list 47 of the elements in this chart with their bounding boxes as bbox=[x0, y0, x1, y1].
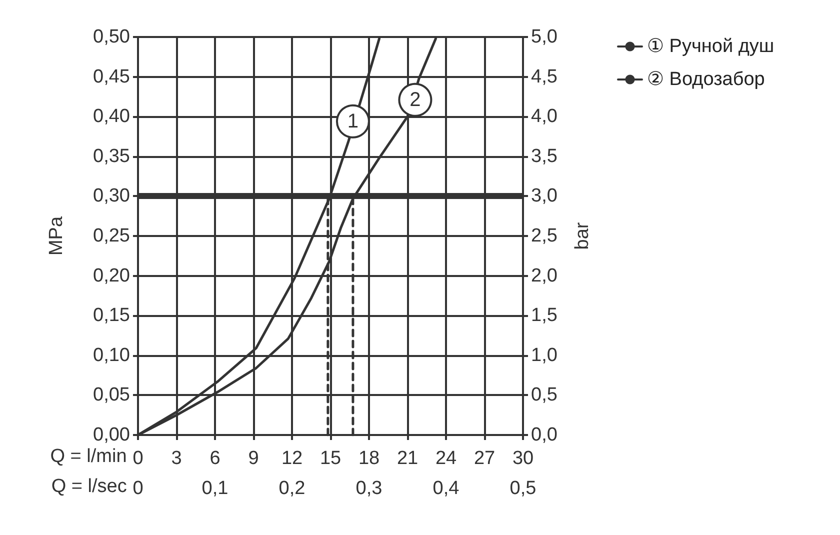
x-axis-title: Q = l/min bbox=[50, 446, 127, 467]
x2-tick-label: 0,3 bbox=[356, 478, 382, 499]
y2-tick-label: 1,5 bbox=[531, 305, 558, 326]
x2-tick-label: 0 bbox=[132, 478, 144, 499]
x2-tick-label: 0,5 bbox=[510, 478, 536, 499]
y-tick-label: 0,40 bbox=[93, 106, 130, 128]
x2-axis-title: Q = l/sec bbox=[51, 476, 127, 497]
y-tick-label: 0,05 bbox=[93, 384, 130, 406]
y2-tick-label: 3,5 bbox=[531, 146, 558, 167]
y-tick-label: 0,00 bbox=[93, 424, 130, 446]
x-tick-label: 6 bbox=[210, 448, 220, 469]
y-tick-label: 0,35 bbox=[93, 146, 130, 167]
x-tick-label: 9 bbox=[248, 448, 259, 469]
y2-tick-label: 0,5 bbox=[531, 384, 558, 406]
y2-tick-label: 4,5 bbox=[531, 66, 558, 88]
y2-tick-label: 5,0 bbox=[531, 26, 558, 48]
y-tick-label: 0,10 bbox=[93, 344, 130, 366]
y-axis-title: MPa bbox=[46, 216, 67, 256]
x-tick-label: 24 bbox=[435, 448, 457, 469]
x-tick-label: 18 bbox=[358, 448, 380, 469]
x-tick-label: 3 bbox=[171, 448, 182, 469]
y-tick-label: 0,15 bbox=[93, 305, 130, 326]
y-tick-label: 0,50 bbox=[93, 26, 130, 48]
x-tick-label: 15 bbox=[320, 448, 342, 469]
x-tick-label: 30 bbox=[512, 448, 534, 469]
y-tick-label: 0,30 bbox=[93, 186, 130, 207]
x-tick-label: 21 bbox=[396, 448, 418, 469]
legend-label: ② Водозабор bbox=[647, 69, 765, 90]
x-tick-label: 0 bbox=[132, 448, 144, 469]
y-tick-label: 0,25 bbox=[93, 226, 130, 246]
x-tick-label: 12 bbox=[281, 448, 303, 469]
y2-tick-label: 4,0 bbox=[531, 106, 558, 128]
x2-tick-label: 0,4 bbox=[432, 478, 460, 499]
y-tick-label: 0,45 bbox=[93, 66, 130, 88]
x-tick-label: 27 bbox=[474, 448, 496, 469]
legend-label: ① Ручной душ bbox=[647, 36, 774, 57]
y2-tick-label: 2,0 bbox=[531, 265, 558, 286]
x2-tick-label: 0,2 bbox=[278, 478, 306, 499]
annotation: 2 bbox=[410, 88, 421, 111]
y2-tick-label: 1,0 bbox=[531, 344, 558, 366]
x2-tick-label: 0,1 bbox=[202, 478, 228, 499]
y2-tick-label: 2,5 bbox=[531, 226, 558, 246]
y2-axis-title: bar bbox=[572, 222, 593, 250]
y-tick-label: 0,20 bbox=[93, 265, 130, 286]
y2-tick-label: 3,0 bbox=[531, 186, 558, 207]
annotation: 1 bbox=[347, 110, 359, 132]
y2-tick-label: 0,0 bbox=[531, 424, 558, 446]
